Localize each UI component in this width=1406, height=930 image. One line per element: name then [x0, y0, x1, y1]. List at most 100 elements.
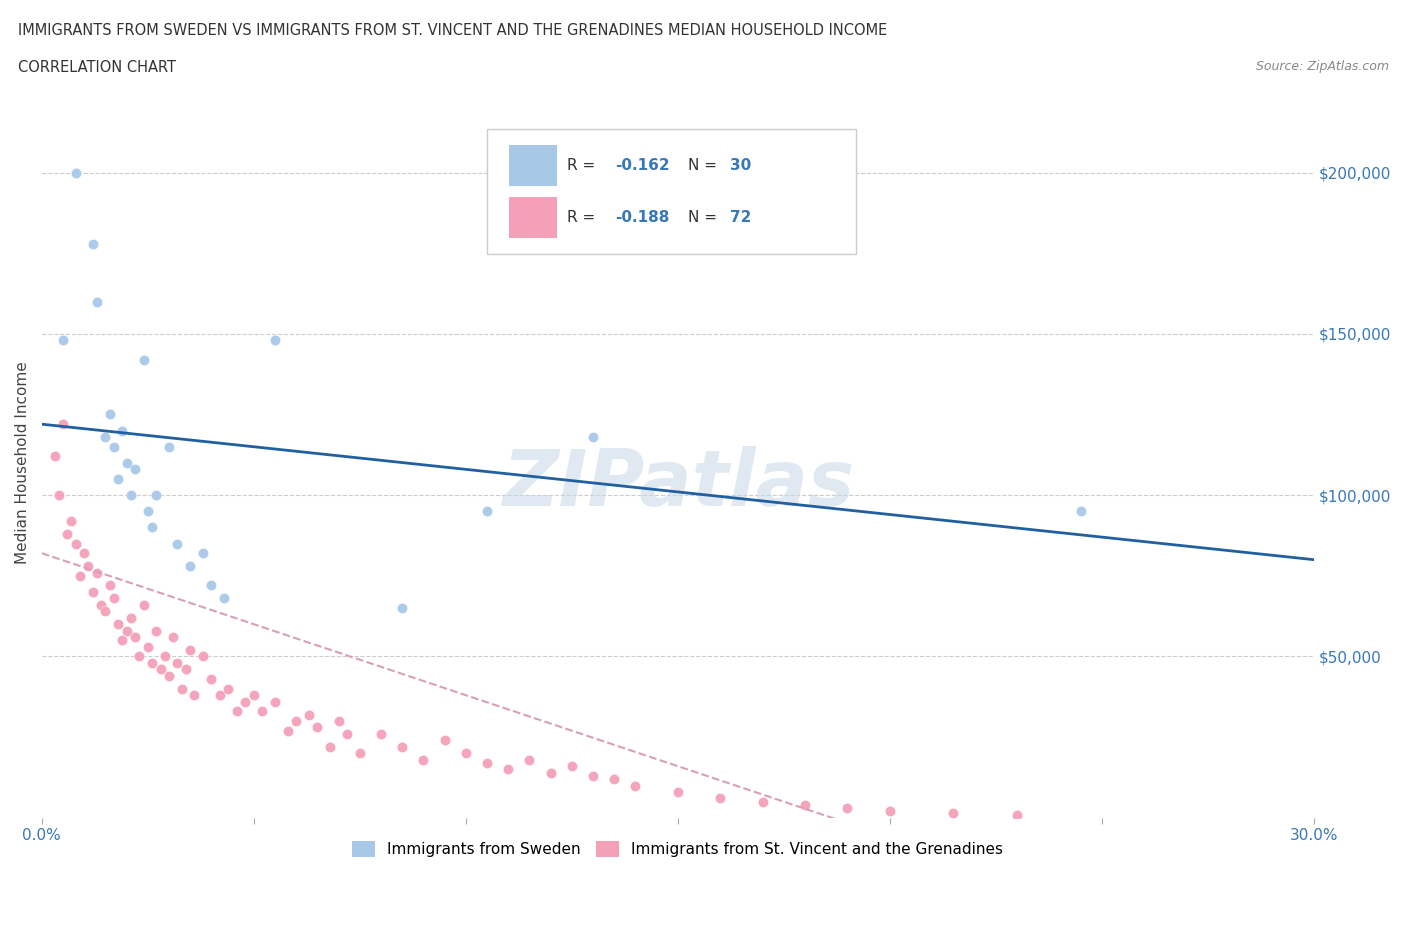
Point [128, 649, 150, 664]
Point [582, 768, 605, 783]
Point [942, 805, 965, 820]
Point [370, 726, 392, 741]
Point [44, 449, 66, 464]
Point [519, 752, 541, 767]
Point [233, 694, 256, 709]
Point [179, 559, 201, 574]
Point [212, 591, 235, 605]
Point [879, 804, 901, 818]
Text: -0.188: -0.188 [616, 209, 669, 225]
Point [200, 578, 222, 593]
Point [107, 617, 129, 631]
Point [709, 791, 731, 806]
Point [264, 333, 287, 348]
Point [90, 597, 112, 612]
Point [183, 688, 205, 703]
Bar [509, 196, 557, 238]
Point [107, 472, 129, 486]
Point [328, 713, 350, 728]
Point [603, 772, 626, 787]
Point [307, 720, 329, 735]
Text: CORRELATION CHART: CORRELATION CHART [18, 60, 176, 75]
Text: 30: 30 [730, 158, 751, 173]
Text: Source: ZipAtlas.com: Source: ZipAtlas.com [1256, 60, 1389, 73]
Point [132, 352, 155, 367]
Point [191, 546, 214, 561]
Point [52, 333, 75, 348]
Point [162, 630, 184, 644]
Point [120, 487, 142, 502]
Point [174, 662, 197, 677]
FancyBboxPatch shape [486, 129, 856, 254]
Point [166, 536, 188, 551]
Point [837, 801, 859, 816]
Point [285, 713, 308, 728]
Point [149, 662, 172, 677]
Point [412, 752, 434, 767]
Point [82, 584, 104, 599]
Point [103, 591, 125, 605]
Point [115, 456, 138, 471]
Text: N =: N = [688, 209, 721, 225]
Point [98, 407, 121, 422]
Point [170, 682, 193, 697]
Point [111, 633, 134, 648]
Point [136, 504, 159, 519]
Point [496, 762, 519, 777]
Point [540, 765, 562, 780]
Point [98, 578, 121, 593]
Point [132, 597, 155, 612]
Point [454, 746, 477, 761]
Point [349, 746, 371, 761]
Point [157, 439, 180, 454]
Point [225, 704, 247, 719]
Point [252, 704, 274, 719]
Point [1005, 807, 1028, 822]
Point [208, 688, 231, 703]
Point [86, 565, 108, 580]
Point [145, 487, 167, 502]
Point [82, 236, 104, 251]
Point [94, 430, 117, 445]
Point [166, 656, 188, 671]
Point [103, 439, 125, 454]
Point [111, 423, 134, 438]
Bar [509, 145, 557, 186]
Text: ZIPatlas: ZIPatlas [502, 446, 853, 522]
Point [666, 785, 689, 800]
Point [1070, 504, 1092, 519]
Point [191, 649, 214, 664]
Point [120, 610, 142, 625]
Point [65, 536, 87, 551]
Point [86, 294, 108, 309]
Point [475, 755, 498, 770]
Point [141, 656, 163, 671]
Point [277, 724, 299, 738]
Text: -0.162: -0.162 [616, 158, 671, 173]
Point [145, 623, 167, 638]
Legend: Immigrants from Sweden, Immigrants from St. Vincent and the Grenadines: Immigrants from Sweden, Immigrants from … [346, 835, 1010, 863]
Point [124, 630, 146, 644]
Point [624, 778, 647, 793]
Text: 72: 72 [730, 209, 751, 225]
Point [319, 739, 342, 754]
Point [561, 759, 583, 774]
Point [264, 694, 287, 709]
Point [77, 559, 100, 574]
Point [794, 797, 817, 812]
Point [60, 513, 83, 528]
Text: IMMIGRANTS FROM SWEDEN VS IMMIGRANTS FROM ST. VINCENT AND THE GRENADINES MEDIAN : IMMIGRANTS FROM SWEDEN VS IMMIGRANTS FRO… [18, 23, 887, 38]
Point [475, 504, 498, 519]
Point [48, 487, 70, 502]
Point [94, 604, 117, 618]
Text: R =: R = [567, 158, 600, 173]
Text: N =: N = [688, 158, 721, 173]
Point [217, 682, 239, 697]
Point [115, 623, 138, 638]
Point [298, 707, 321, 722]
Point [391, 739, 413, 754]
Point [69, 568, 91, 583]
Point [200, 671, 222, 686]
Point [141, 520, 163, 535]
Point [65, 166, 87, 180]
